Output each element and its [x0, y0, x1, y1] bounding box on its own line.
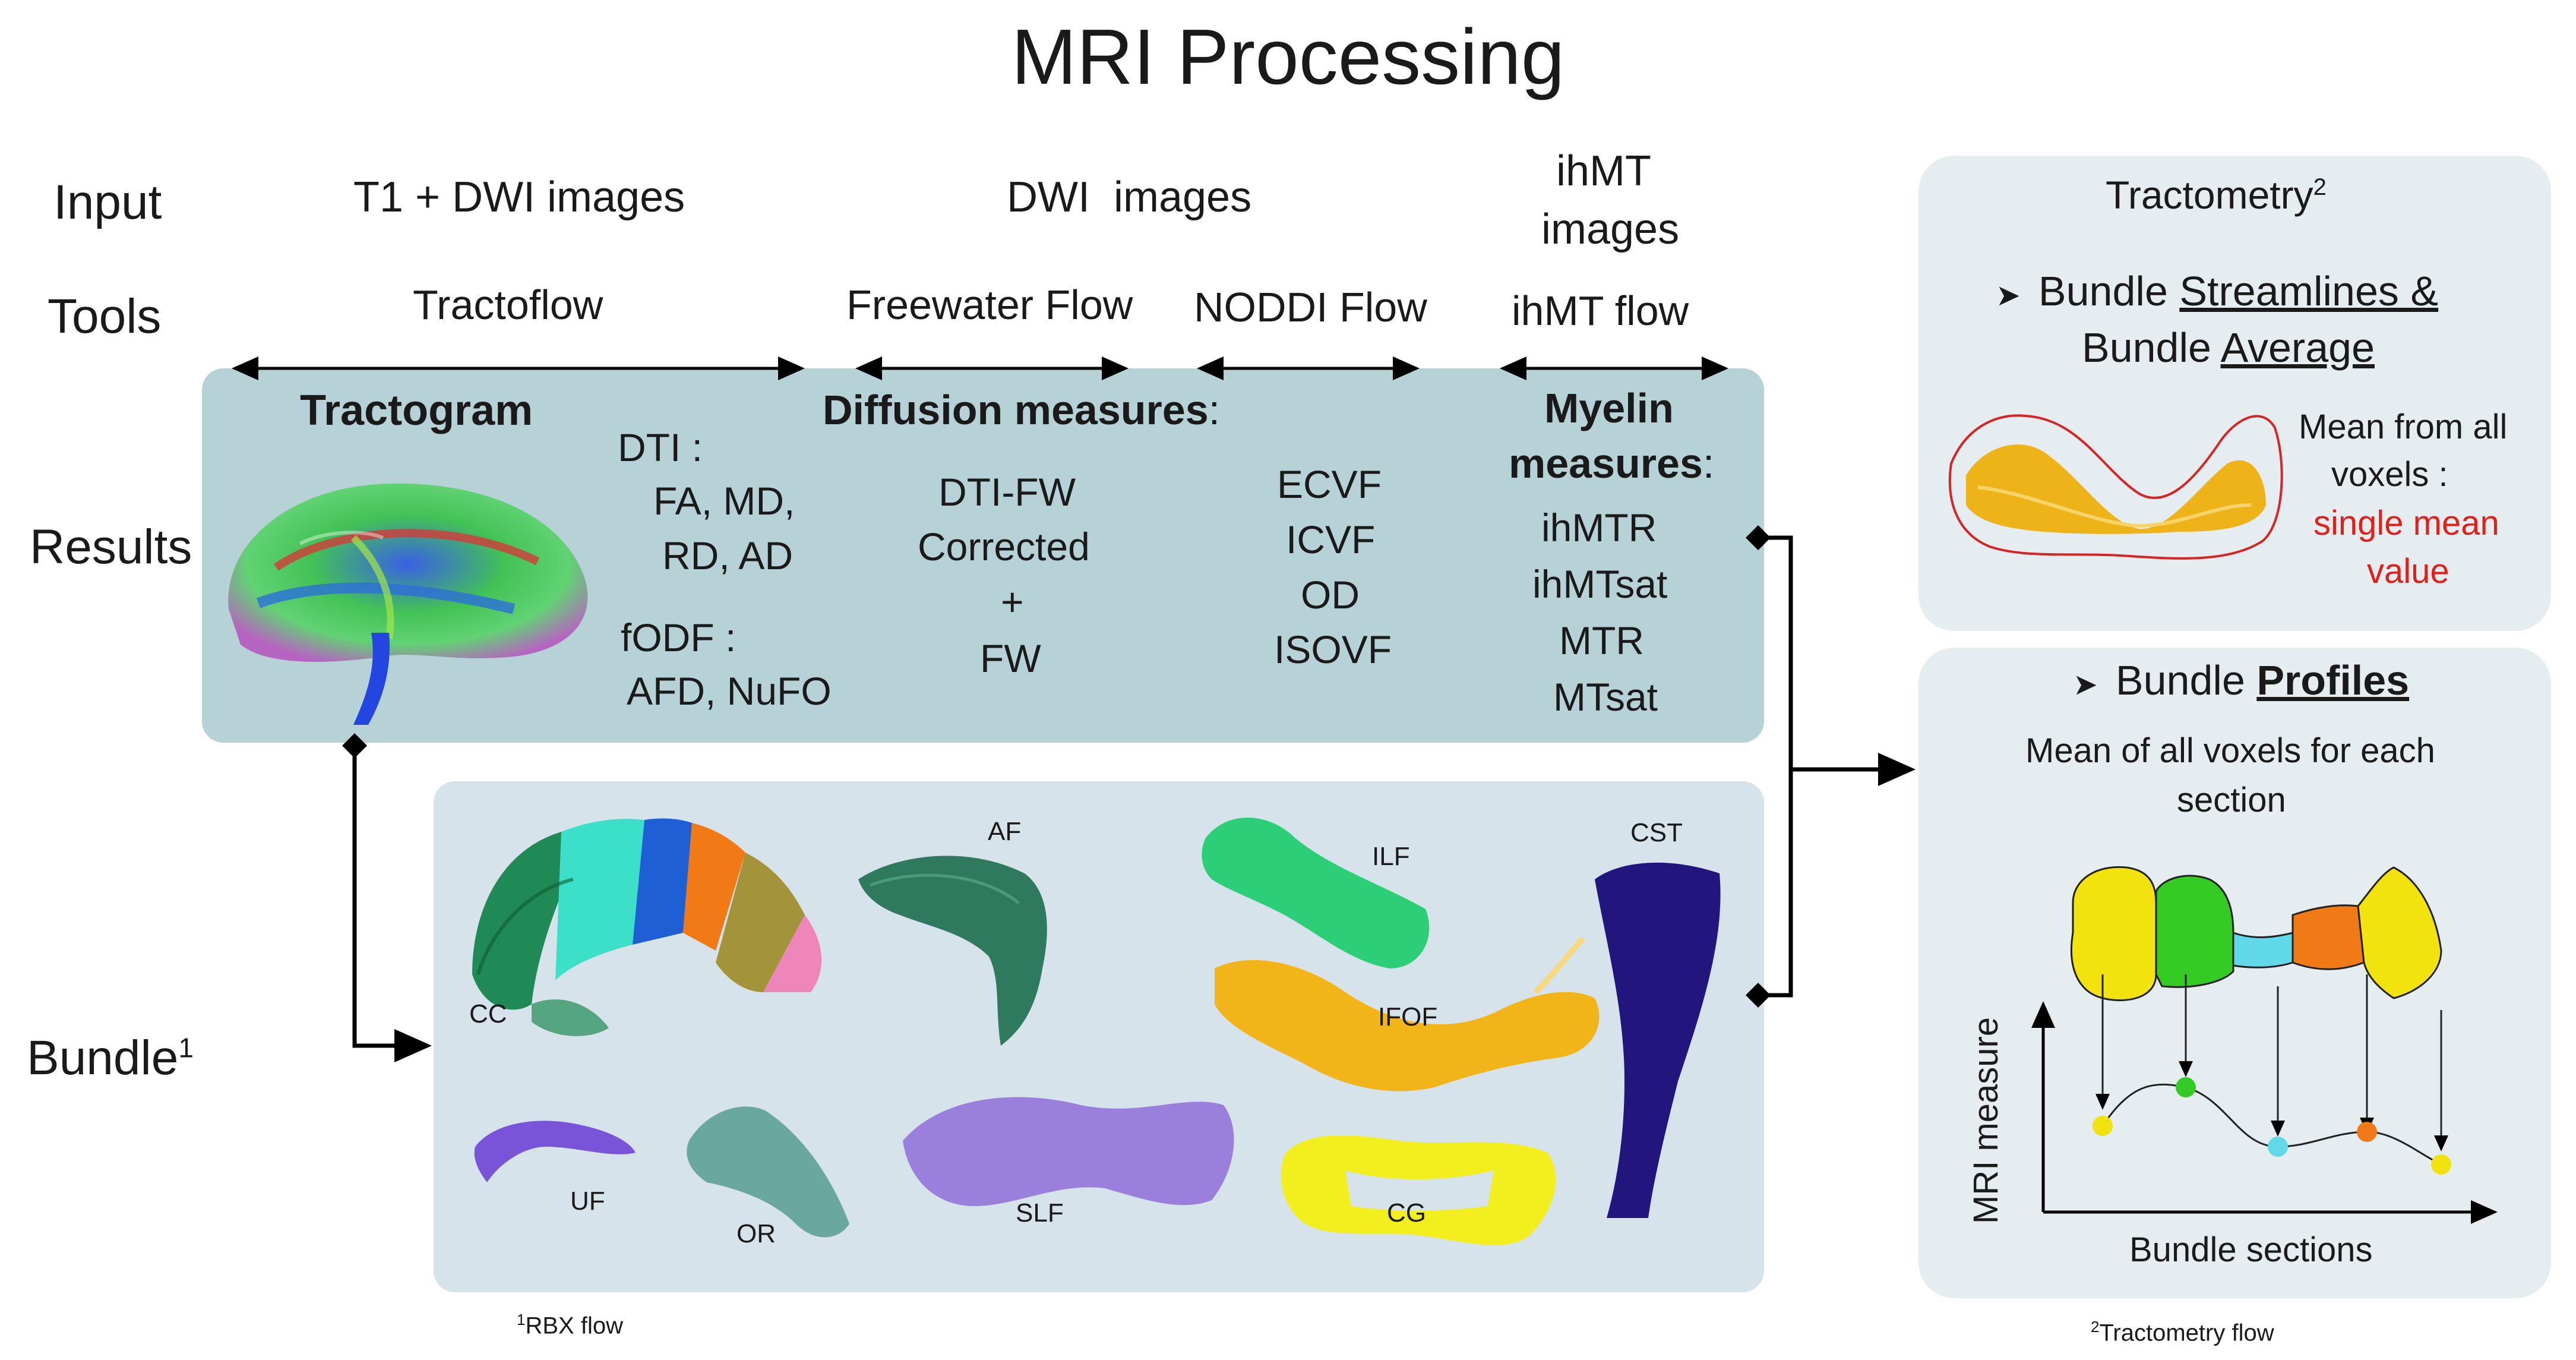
results-dti-line2: RD, AD [662, 534, 794, 578]
bundle-or-image [687, 1106, 849, 1238]
results-noddi-line1: ECVF [1277, 462, 1382, 506]
tool-tractoflow: Tractoflow [413, 282, 603, 328]
tool-freewater: Freewater Flow [846, 282, 1133, 328]
profile-point-1 [2093, 1116, 2113, 1136]
bundle-ifof-image [1215, 936, 1600, 1091]
results-fw-line4: FW [980, 636, 1041, 680]
footnote-tractometry-text: Tractometry flow [2099, 1320, 2274, 1346]
footnote-tractometry: 2Tractometry flow [2091, 1319, 2274, 1345]
results-diffusion-head-text: Diffusion measures [823, 387, 1209, 433]
profile-x-label: Bundle sections [2129, 1230, 2373, 1269]
results-fw-line3: + [1001, 580, 1024, 624]
footnote-rbx-sup: 1 [517, 1311, 526, 1329]
results-dti-head: DTI : [618, 425, 703, 469]
tractometry-bullet2: ➤ Bundle Profiles [2073, 660, 2409, 701]
results-myelin-line2: measures: [1509, 443, 1714, 484]
bundle-cst-label: CST [1630, 818, 1683, 847]
profile-point-2 [2176, 1077, 2196, 1097]
bundle-cst-image [1595, 862, 1721, 1218]
profile-point-5 [2431, 1154, 2451, 1175]
page-title: MRI Processing [1011, 13, 1565, 100]
tractometry-title: Tractometry2 [2106, 175, 2327, 214]
bundle-uf-label: UF [570, 1187, 605, 1216]
row-label-tools: Tools [48, 289, 162, 343]
mean-line1: Mean from all [2299, 408, 2508, 446]
results-tractogram-label: Tractogram [300, 387, 533, 434]
results-diffusion-colon: : [1208, 387, 1221, 433]
input-ihmt-line1: ihMT [1556, 147, 1651, 195]
bundle-cg-image [1281, 1135, 1556, 1245]
footnote-rbx: 1RBX flow [517, 1312, 623, 1337]
results-fw-line2: Corrected [918, 525, 1090, 569]
results-myelin-line1: Myelin [1544, 385, 1674, 431]
results-ihmt-line3: MTR [1559, 619, 1644, 662]
mean-line4: value [2367, 552, 2449, 591]
average-bundle-image [1948, 414, 2283, 560]
row-label-bundle-text: Bundle [27, 1031, 179, 1085]
bullet-arrow-icon: ➤ [1996, 279, 2021, 312]
profile-point-4 [2357, 1122, 2377, 1142]
profile-y-label: MRI measure [1967, 1017, 2005, 1224]
bullet1b-prefix: Bundle [2082, 324, 2221, 371]
results-ihmt-line1: ihMTR [1541, 506, 1657, 550]
results-ihmt-line2: ihMTsat [1532, 562, 1668, 606]
arrow-tractogram-to-bundle [342, 733, 432, 1062]
mean-line3: single mean [2313, 504, 2499, 542]
bullet1-prefix: Bundle [2038, 268, 2180, 314]
bullet1-underlined: Streamlines & [2179, 268, 2439, 314]
input-ihmt-line2: images [1541, 206, 1680, 253]
bullet2-arrow-icon: ➤ [2073, 668, 2098, 701]
bundle-ilf-label: ILF [1372, 842, 1410, 871]
results-fodf-line1: AFD, NuFO [627, 669, 832, 713]
results-noddi-line2: ICVF [1286, 518, 1376, 561]
tractometry-profiles-panel [1918, 648, 2551, 1298]
bundle-slf-label: SLF [1016, 1198, 1064, 1228]
input-dwi: DWI images [1007, 173, 1252, 221]
results-fw-line1: DTI-FW [938, 470, 1076, 514]
profiles-desc-line1: Mean of all voxels for each [2025, 731, 2435, 770]
bundle-uf-image [474, 1121, 636, 1182]
results-noddi-line4: ISOVF [1274, 627, 1392, 671]
input-t1-dwi: T1 + DWI images [353, 173, 685, 221]
bullet1b-underlined: Average [2220, 324, 2375, 371]
bundle-ifof-label: IFOF [1378, 1002, 1438, 1031]
bullet2-prefix: Bundle [2115, 657, 2257, 703]
footnote-rbx-text: RBX flow [525, 1312, 623, 1339]
row-label-results: Results [30, 520, 192, 574]
bullet2-underlined: Profiles [2256, 657, 2410, 703]
bundle-or-label: OR [737, 1219, 776, 1248]
results-ihmt-line4: MTsat [1553, 675, 1658, 719]
tractometry-title-sup: 2 [2313, 174, 2327, 200]
profile-chart [2031, 974, 2498, 1224]
mean-line2: voxels : [2331, 455, 2448, 494]
tractogram-brain-image [228, 483, 588, 725]
results-myelin-line2-text: measures [1509, 440, 1703, 487]
bundle-slf-image [903, 1097, 1234, 1206]
footnote-tractometry-sup: 2 [2091, 1318, 2100, 1336]
results-noddi-line3: OD [1301, 573, 1360, 617]
bundle-cc-label: CC [469, 999, 507, 1028]
results-myelin-colon: : [1702, 440, 1715, 487]
bundle-cg-label: CG [1387, 1198, 1426, 1228]
tool-noddi: NODDI Flow [1194, 284, 1427, 330]
tractometry-title-text: Tractometry [2106, 173, 2313, 217]
row-label-input: Input [53, 175, 162, 229]
bundle-af-label: AF [988, 817, 1022, 846]
profile-point-3 [2268, 1137, 2288, 1157]
results-fodf-head: fODF : [621, 616, 737, 660]
results-diffusion-head: Diffusion measures: [823, 389, 1220, 431]
profiles-desc-line2: section [2177, 781, 2286, 819]
tool-ihmt: ihMT flow [1512, 288, 1689, 334]
results-dti-line1: FA, MD, [653, 479, 795, 523]
row-label-bundle: Bundle1 [27, 1034, 194, 1083]
bundle-cc-image [472, 818, 822, 1036]
bracket-results-bundle [1746, 525, 1793, 1008]
tractometry-bullet1-line1: ➤ Bundle Streamlines & [1996, 270, 2438, 312]
row-label-bundle-sup: 1 [178, 1032, 194, 1064]
bundle-af-image [858, 856, 1047, 1046]
tractometry-bullet1-line2: Bundle Average [2082, 327, 2375, 368]
bundle-ilf-image [1202, 818, 1430, 968]
bundle-sections-image [2070, 866, 2442, 1002]
